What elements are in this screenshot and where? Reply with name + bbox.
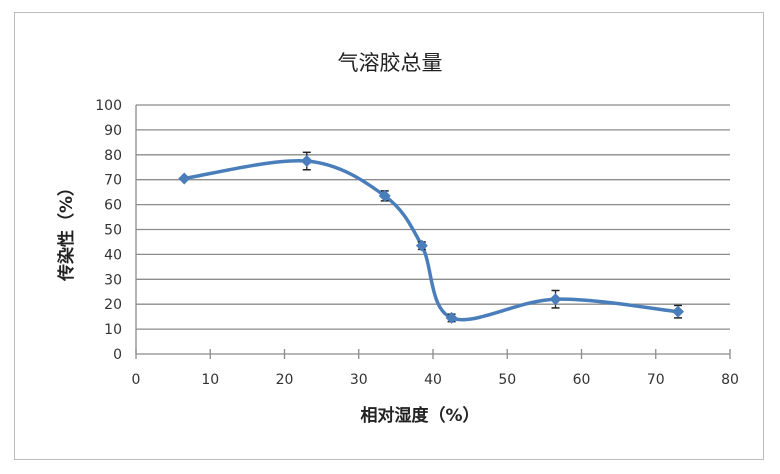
data-point — [549, 293, 562, 306]
y-tick-label: 0 — [113, 347, 122, 363]
x-tick-label: 40 — [424, 372, 442, 388]
y-tick-label: 50 — [104, 223, 122, 239]
x-tick-label: 20 — [276, 372, 294, 388]
x-tick-label: 80 — [721, 372, 739, 388]
x-tick-label: 60 — [573, 372, 591, 388]
x-axis-label: 相对湿度（%） — [360, 405, 479, 426]
y-tick-label: 60 — [104, 198, 122, 214]
y-axis-label: 传染性（%） — [56, 179, 77, 282]
y-tick-label: 30 — [104, 272, 122, 288]
chart-title: 气溶胶总量 — [338, 51, 443, 75]
x-tick-label: 50 — [498, 372, 516, 388]
x-tick-label: 70 — [647, 372, 665, 388]
x-tick-label: 30 — [350, 372, 368, 388]
series-line — [184, 158, 679, 322]
y-tick-label: 80 — [104, 148, 122, 164]
y-tick-label: 90 — [104, 123, 122, 139]
data-point — [178, 172, 191, 185]
y-tick-label: 10 — [104, 322, 122, 338]
chart-frame — [14, 12, 764, 460]
data-point — [415, 239, 428, 252]
y-tick-label: 70 — [104, 173, 122, 189]
data-point — [378, 189, 391, 202]
y-tick-label: 40 — [104, 247, 122, 263]
x-tick-label: 0 — [132, 372, 141, 388]
data-point — [445, 311, 458, 324]
y-tick-label: 20 — [104, 297, 122, 313]
data-point — [672, 305, 685, 318]
data-point — [300, 155, 313, 168]
y-tick-label: 100 — [95, 98, 122, 114]
x-tick-label: 10 — [201, 372, 219, 388]
